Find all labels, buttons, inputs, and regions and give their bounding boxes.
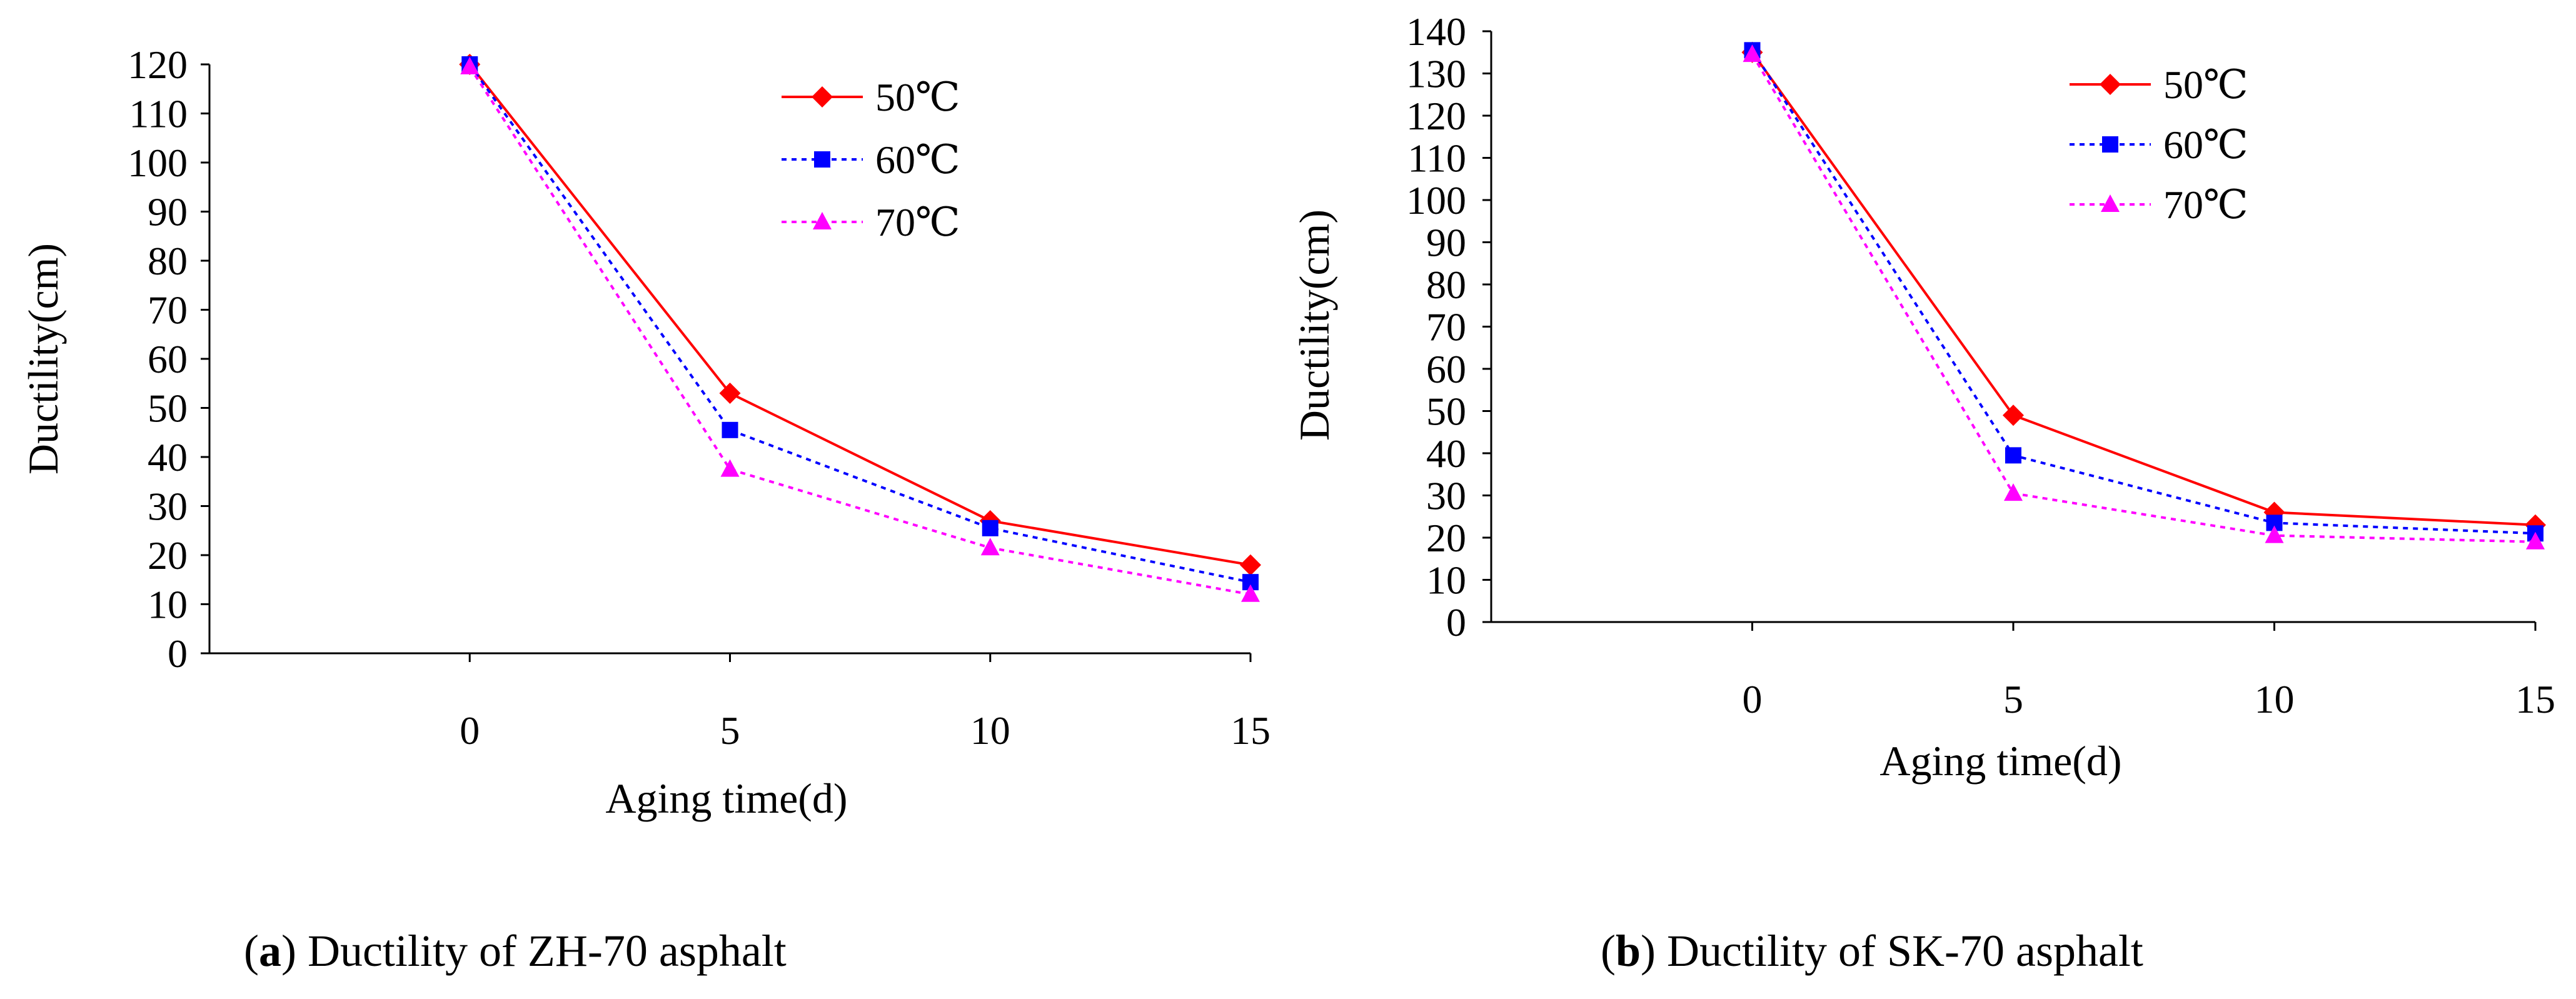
- y-tick-label: 140: [1406, 9, 1466, 54]
- data-point-2-1: [720, 459, 740, 477]
- x-tick-label: 5: [2003, 677, 2023, 721]
- x-tick-label: 0: [460, 708, 480, 753]
- x-tick-label: 15: [1230, 708, 1270, 753]
- y-tick-label: 80: [148, 239, 188, 283]
- y-tick-label: 80: [1426, 263, 1466, 307]
- x-tick-label: 15: [2515, 677, 2555, 721]
- series-line-0: [1751, 51, 2536, 526]
- legend-marker-0: [2100, 74, 2121, 95]
- data-point-2-1: [2004, 483, 2023, 501]
- caption-b: (b) Ductility of SK-70 asphalt: [1601, 926, 2143, 976]
- legend-label-1: 60℃: [2163, 123, 2248, 167]
- y-tick-label: 90: [1426, 221, 1466, 265]
- x-tick-label: 5: [720, 708, 740, 753]
- y-tick-label: 70: [1426, 305, 1466, 349]
- caption-a-text: Ductility of ZH-70 asphalt: [307, 926, 787, 976]
- data-point-2-0: [1743, 44, 1762, 63]
- series-line-1: [468, 63, 1251, 584]
- y-tick-label: 110: [1407, 136, 1466, 181]
- caption-b-text: Ductility of SK-70 asphalt: [1667, 926, 2143, 976]
- data-point-2-3: [1241, 584, 1260, 602]
- y-tick-label: 0: [168, 631, 188, 676]
- legend-marker-1: [814, 151, 830, 168]
- series-line-2: [468, 66, 1251, 596]
- y-tick-label: 120: [1406, 94, 1466, 138]
- caption-a: (a) Ductility of ZH-70 asphalt: [244, 926, 787, 976]
- y-tick-label: 20: [148, 533, 188, 578]
- y-tick-label: 60: [1426, 347, 1466, 391]
- caption-a-letter: a: [258, 926, 281, 976]
- caption-b-letter: b: [1615, 926, 1641, 976]
- legend-label-1: 60℃: [875, 138, 960, 182]
- legend-label-0: 50℃: [875, 75, 960, 119]
- legend-marker-1: [2102, 136, 2118, 153]
- x-axis-title: Aging time(d): [1879, 737, 2121, 785]
- data-point-2-0: [460, 56, 480, 74]
- y-tick-label: 90: [148, 190, 188, 234]
- y-tick-label: 30: [1426, 474, 1466, 518]
- data-point-0-1: [2003, 404, 2024, 426]
- y-tick-label: 100: [128, 141, 188, 185]
- series-line-0: [468, 63, 1251, 566]
- y-tick-label: 60: [148, 337, 188, 381]
- y-tick-label: 110: [129, 92, 188, 136]
- y-tick-label: 10: [148, 583, 188, 627]
- y-axis-title: Ductility(cm): [1291, 209, 1338, 441]
- y-tick-label: 50: [1426, 389, 1466, 434]
- data-point-2-2: [2265, 525, 2284, 543]
- y-tick-label: 30: [148, 484, 188, 529]
- data-point-2-2: [980, 538, 1000, 556]
- legend-label-2: 70℃: [875, 200, 960, 244]
- series-line-2: [1751, 54, 2536, 543]
- legend-marker-2: [2101, 194, 2120, 212]
- y-tick-label: 100: [1406, 178, 1466, 223]
- x-tick-label: 10: [970, 708, 1010, 753]
- legend-label-0: 50℃: [2163, 63, 2248, 107]
- y-tick-label: 40: [1426, 431, 1466, 476]
- legend-marker-0: [812, 86, 833, 108]
- y-tick-label: 20: [1426, 516, 1466, 560]
- y-tick-label: 0: [1446, 600, 1466, 645]
- y-tick-label: 130: [1406, 52, 1466, 96]
- data-point-1-1: [2005, 447, 2021, 464]
- y-tick-label: 120: [128, 43, 188, 87]
- data-point-2-3: [2526, 531, 2545, 550]
- y-tick-label: 40: [148, 435, 188, 479]
- series-line-1: [1751, 49, 2536, 535]
- x-tick-label: 0: [1743, 677, 1763, 721]
- x-tick-label: 10: [2255, 677, 2295, 721]
- y-tick-label: 10: [1426, 558, 1466, 603]
- legend-label-2: 70℃: [2163, 183, 2248, 227]
- y-tick-label: 50: [148, 386, 188, 431]
- data-point-0-1: [719, 382, 741, 404]
- legend-marker-2: [813, 212, 832, 229]
- data-point-1-1: [722, 421, 738, 438]
- data-point-1-2: [982, 520, 999, 536]
- x-axis-title: Aging time(d): [605, 775, 847, 822]
- data-point-0-3: [1240, 554, 1261, 576]
- y-tick-label: 70: [148, 288, 188, 333]
- y-axis-title: Ductility(cm): [19, 243, 67, 474]
